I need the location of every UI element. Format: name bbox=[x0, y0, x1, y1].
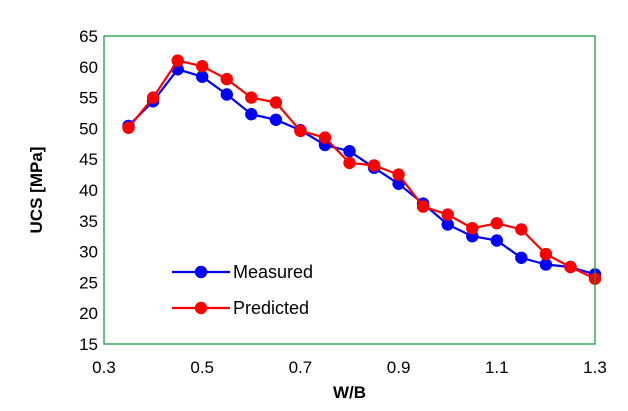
measured-point bbox=[269, 113, 283, 127]
measured-point bbox=[490, 234, 503, 247]
predicted-point bbox=[146, 91, 160, 104]
series-measured bbox=[122, 63, 602, 281]
x-tick-label: 0.3 bbox=[92, 358, 116, 377]
x-axis-title: W/B bbox=[333, 383, 366, 402]
predicted-point bbox=[490, 217, 503, 230]
y-axis-ticks: 15 20 25 30 35 40 45 50 55 60 65 bbox=[79, 27, 98, 354]
predicted-point bbox=[466, 222, 479, 235]
predicted-point bbox=[343, 156, 356, 170]
predicted-point bbox=[294, 124, 307, 138]
legend-marker-swatch bbox=[194, 265, 208, 279]
measured-line bbox=[127, 68, 596, 276]
predicted-point bbox=[171, 54, 184, 67]
measured-point bbox=[196, 70, 209, 83]
x-tick-label: 1.1 bbox=[485, 358, 509, 377]
legend-item-measured: Measured bbox=[172, 262, 313, 282]
predicted-point bbox=[122, 121, 135, 134]
measured-point bbox=[343, 145, 356, 158]
legend: Measured Predicted bbox=[172, 262, 313, 318]
legend-label: Measured bbox=[233, 262, 313, 282]
x-tick-label: 0.7 bbox=[289, 358, 313, 377]
y-tick-label: 60 bbox=[79, 58, 98, 77]
y-tick-label: 55 bbox=[79, 89, 98, 108]
y-tick-label: 50 bbox=[79, 119, 98, 138]
x-tick-label: 0.9 bbox=[387, 358, 411, 377]
measured-point bbox=[392, 177, 405, 190]
measured-point bbox=[539, 258, 553, 271]
y-tick-label: 20 bbox=[79, 304, 98, 323]
y-tick-label: 35 bbox=[79, 212, 98, 231]
predicted-point bbox=[245, 91, 258, 104]
measured-point bbox=[515, 251, 528, 264]
measured-point bbox=[441, 218, 454, 231]
predicted-point bbox=[196, 59, 209, 73]
predicted-point bbox=[441, 208, 454, 221]
x-tick-label: 0.5 bbox=[190, 358, 214, 377]
measured-point bbox=[245, 108, 258, 121]
predicted-point bbox=[539, 247, 553, 261]
y-tick-label: 65 bbox=[79, 27, 98, 46]
predicted-line bbox=[127, 59, 596, 280]
y-tick-label: 45 bbox=[79, 150, 98, 169]
x-tick-label: 1.3 bbox=[583, 358, 607, 377]
legend-marker-swatch bbox=[194, 301, 208, 315]
y-tick-label: 40 bbox=[79, 181, 98, 200]
plot-area-border bbox=[103, 35, 596, 345]
predicted-point bbox=[269, 96, 283, 109]
legend-item-predicted: Predicted bbox=[172, 298, 309, 318]
y-tick-label: 30 bbox=[79, 243, 98, 262]
legend-label: Predicted bbox=[233, 298, 309, 318]
predicted-point bbox=[416, 200, 430, 213]
predicted-point bbox=[367, 159, 381, 172]
series-layer bbox=[122, 54, 602, 285]
measured-point bbox=[220, 88, 233, 101]
x-axis-ticks: 0.3 0.5 0.7 0.9 1.1 1.3 bbox=[92, 358, 607, 377]
y-tick-label: 15 bbox=[79, 335, 98, 354]
predicted-point bbox=[220, 72, 233, 86]
predicted-point bbox=[515, 223, 528, 236]
y-tick-label: 25 bbox=[79, 273, 98, 292]
y-axis-title: UCS [MPa] bbox=[27, 147, 46, 234]
series-predicted bbox=[122, 54, 602, 285]
predicted-point bbox=[392, 168, 405, 181]
predicted-point bbox=[318, 131, 332, 144]
predicted-point bbox=[564, 260, 577, 274]
